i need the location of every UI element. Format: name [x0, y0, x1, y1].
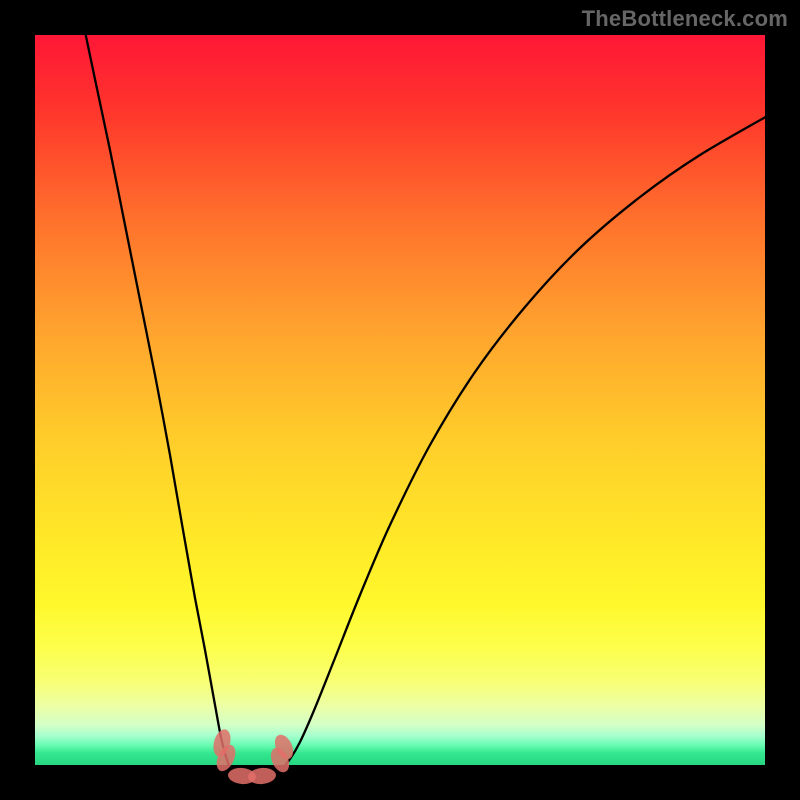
bottleneck-chart [0, 0, 800, 800]
plot-background [35, 35, 765, 765]
watermark-text: TheBottleneck.com [582, 6, 788, 32]
chart-frame: TheBottleneck.com [0, 0, 800, 800]
